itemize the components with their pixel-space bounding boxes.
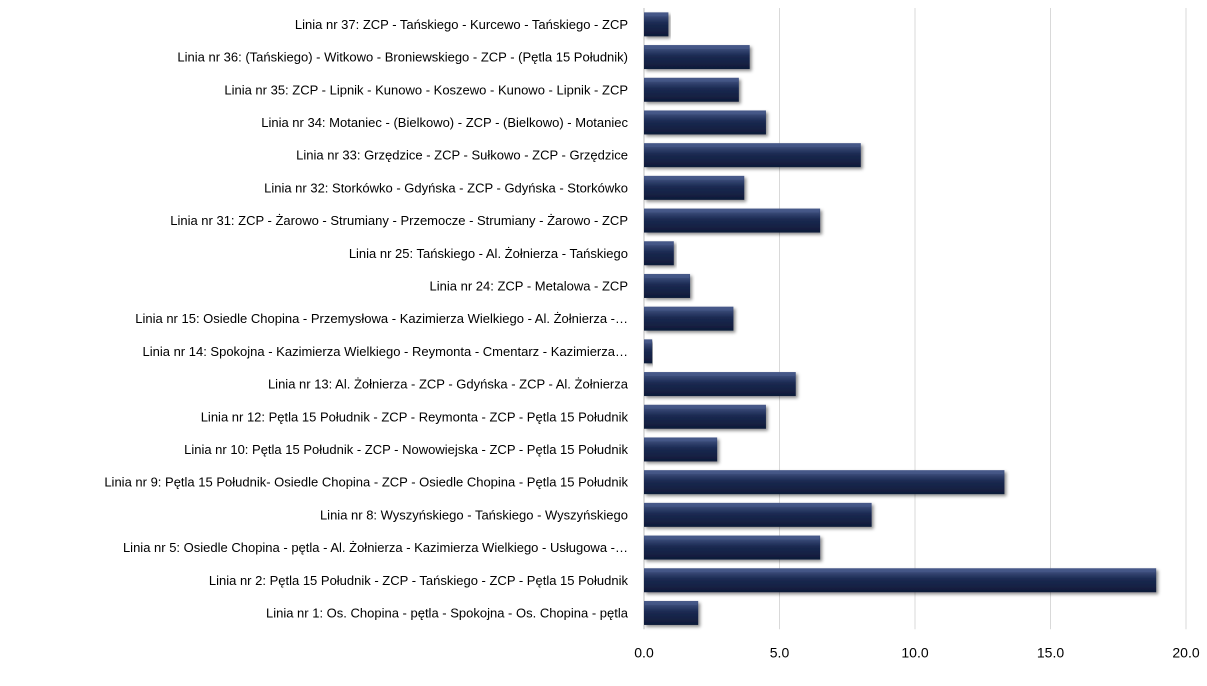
category-label: Linia nr 25: Tańskiego - Al. Żołnierza -… [349,246,628,261]
bar [644,77,739,102]
category-labels: Linia nr 37: ZCP - Tańskiego - Kurcewo -… [104,17,628,621]
category-label: Linia nr 36: (Tańskiego) - Witkowo - Bro… [177,50,628,65]
x-tick-label: 15.0 [1037,644,1064,660]
category-label: Linia nr 35: ZCP - Lipnik - Kunowo - Kos… [224,82,628,97]
bar [644,306,734,331]
bars [644,12,1157,625]
x-tick-label: 20.0 [1172,644,1199,660]
bar-body [644,339,653,364]
bar [644,175,745,200]
bar-bevel [645,111,765,115]
category-label: Linia nr 32: Storkówko - Gdyńska - ZCP -… [264,180,628,195]
bar-bevel [645,536,820,540]
bar-bevel [645,503,871,507]
category-label: Linia nr 24: ZCP - Metalowa - ZCP [430,278,628,293]
bar-bevel [645,46,749,50]
x-tick-label: 0.0 [634,644,654,660]
bar [644,273,691,298]
bar [644,208,821,233]
category-label: Linia nr 13: Al. Żołnierza - ZCP - Gdyńs… [268,377,629,392]
bar-body [644,502,872,527]
x-axis-ticks: 0.0 5.0 10.0 15.0 20.0 [634,644,1200,660]
bar-bevel [645,601,698,605]
bar-bevel [645,471,1004,475]
bar-bevel [645,340,652,344]
bar-bevel [645,373,795,377]
bar-bevel [645,307,733,311]
bar [644,502,872,527]
bar [644,143,861,168]
x-tick-label: 5.0 [770,644,790,660]
bar [644,535,821,560]
category-label: Linia nr 37: ZCP - Tańskiego - Kurcewo -… [295,17,628,32]
bar [644,110,766,135]
bar [644,470,1005,495]
category-label: Linia nr 12: Pętla 15 Południk - ZCP - R… [201,409,629,424]
bar-bevel [645,144,860,148]
bar [644,568,1157,593]
bar [644,437,718,462]
category-label: Linia nr 9: Pętla 15 Południk- Osiedle C… [104,475,628,490]
bar-bevel [645,176,744,180]
bar [644,241,674,266]
bar-bevel [645,209,820,213]
category-label: Linia nr 8: Wyszyńskiego - Tańskiego - W… [320,507,628,522]
bar [644,372,796,397]
bar-bevel [645,274,690,278]
bar-body [644,12,669,37]
bar-bevel [645,13,668,17]
bar [644,404,766,429]
bar [644,600,699,625]
x-tick-label: 10.0 [901,644,928,660]
category-label: Linia nr 34: Motaniec - (Bielkowo) - ZCP… [261,115,628,130]
bar-bevel [645,569,1156,573]
category-label: Linia nr 1: Os. Chopina - pętla - Spokoj… [266,605,629,620]
category-label: Linia nr 10: Pętla 15 Południk - ZCP - N… [184,442,628,457]
category-label: Linia nr 5: Osiedle Chopina - pętla - Al… [123,540,628,555]
bar [644,45,750,70]
category-label: Linia nr 33: Grzędzice - ZCP - Sułkowo -… [296,148,628,163]
category-label: Linia nr 31: ZCP - Żarowo - Strumiany - … [170,213,628,228]
category-label: Linia nr 15: Osiedle Chopina - Przemysło… [135,311,628,326]
category-label: Linia nr 14: Spokojna - Kazimierza Wielk… [142,344,628,359]
bar-bevel [645,438,717,442]
bar [644,339,653,364]
category-label: Linia nr 2: Pętla 15 Południk - ZCP - Ta… [209,573,629,588]
bar-bevel [645,405,765,409]
bar-bevel [645,78,738,82]
bar-bevel [645,242,673,246]
bar [644,12,669,37]
